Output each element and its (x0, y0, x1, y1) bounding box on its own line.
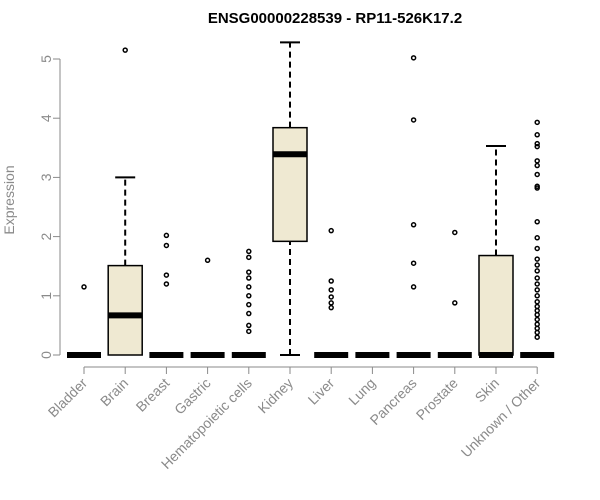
x-tick-label: Bladder (45, 375, 91, 421)
outlier-point (246, 269, 252, 275)
outlier-point (534, 303, 540, 310)
outlier-point (534, 316, 540, 323)
box-group (190, 257, 225, 358)
box (107, 264, 143, 356)
outlier-point (122, 47, 128, 53)
outlier-point (163, 272, 170, 278)
outlier-point (328, 304, 334, 311)
y-tick-label: 3 (38, 173, 54, 181)
outlier-point (410, 55, 417, 61)
outlier-point (452, 300, 458, 306)
outlier-point (328, 294, 334, 300)
outlier-point (534, 162, 540, 169)
y-tick-label: 4 (38, 114, 54, 122)
x-tick-label: Breast (133, 375, 173, 415)
box-group (520, 119, 555, 358)
box-group (478, 145, 514, 358)
outlier-point (534, 143, 540, 150)
outlier-point (246, 248, 252, 255)
box-group (107, 47, 143, 356)
x-tick-label: Skin (472, 375, 503, 406)
y-tick-label: 5 (38, 55, 54, 63)
y-tick-label: 1 (38, 292, 54, 300)
outlier-point (534, 275, 540, 281)
outlier-point (534, 132, 540, 138)
outlier-point (534, 262, 540, 268)
y-axis-label: Expression (1, 165, 17, 234)
outlier-point (328, 287, 334, 293)
box-group (149, 232, 184, 358)
outlier-point (328, 278, 334, 284)
outlier-point (410, 117, 417, 123)
outlier-point (534, 245, 540, 252)
x-tick-label: Liver (305, 375, 338, 408)
outlier-point (246, 293, 252, 299)
plot-area (67, 41, 555, 358)
outlier-point (534, 140, 540, 147)
outlier-point (534, 334, 540, 340)
box-group (272, 41, 308, 356)
outlier-point (246, 284, 252, 290)
outlier-point (246, 254, 252, 261)
outlier-point (452, 229, 458, 236)
outlier-point (163, 242, 170, 249)
outlier-point (534, 321, 540, 327)
outlier-point (534, 281, 540, 287)
outlier-point (534, 268, 540, 274)
box-group (314, 227, 349, 358)
outlier-point (534, 158, 540, 164)
y-tick-label: 2 (38, 232, 54, 240)
box (478, 254, 514, 356)
box-group (231, 248, 266, 358)
x-tick-label: Brain (97, 375, 131, 409)
outlier-point (81, 284, 87, 290)
outlier-point (534, 287, 540, 293)
box-group (396, 55, 431, 358)
outlier-point (246, 322, 252, 329)
outlier-point (410, 260, 417, 266)
outlier-point (534, 298, 540, 305)
outlier-point (534, 293, 540, 299)
outlier-point (328, 227, 334, 234)
outlier-point (410, 222, 417, 228)
outlier-point (410, 284, 417, 290)
outlier-point (534, 183, 540, 190)
outlier-point (534, 119, 540, 126)
outlier-point (246, 275, 252, 281)
outlier-point (534, 256, 540, 262)
outlier-point (246, 310, 252, 317)
x-tick-label: Prostate (413, 375, 461, 423)
y-axis: 0 1 2 3 4 5 (38, 55, 61, 359)
y-tick-label: 0 (38, 351, 54, 359)
outlier-point (163, 232, 170, 239)
outlier-point (246, 328, 252, 335)
box-group (67, 284, 101, 358)
outlier-point (534, 235, 540, 241)
outlier-point (204, 257, 211, 264)
outlier-point (328, 300, 334, 306)
box-group (437, 229, 472, 358)
x-tick-label: Lung (345, 375, 378, 408)
chart-title: ENSG00000228539 - RP11-526K17.2 (208, 10, 462, 27)
outlier-point (534, 219, 540, 225)
box (272, 126, 308, 243)
outlier-point (163, 281, 170, 287)
outlier-point (534, 171, 540, 178)
outlier-point (246, 301, 252, 308)
x-tick-label: Kidney (255, 375, 297, 417)
